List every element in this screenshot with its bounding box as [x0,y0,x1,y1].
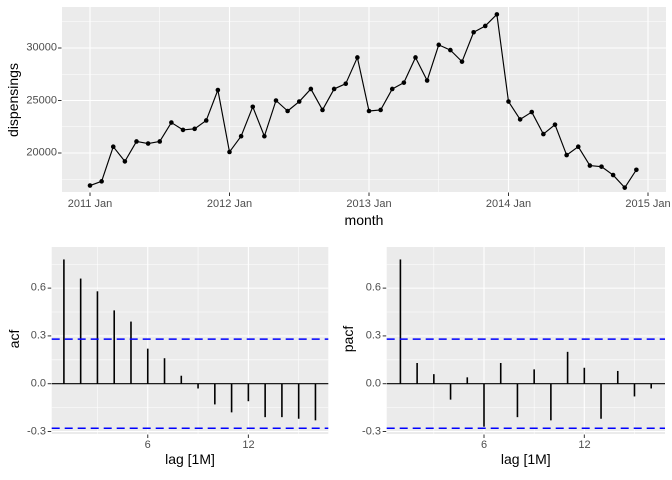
data-point [215,87,221,93]
data-point [343,81,349,86]
panel-background [62,7,666,192]
data-point [378,107,383,113]
data-point [122,159,128,164]
data-point [517,117,523,122]
panel-background [51,247,329,434]
data-point [262,133,267,139]
data-point [203,118,209,123]
acf-plot [47,247,329,438]
timeseries-plot [58,7,666,196]
data-point [552,122,558,127]
data-point [366,108,372,114]
data-point [436,42,442,48]
data-point [424,78,430,83]
data-point [169,120,174,125]
data-point [238,133,244,139]
data-point [157,139,163,144]
data-point [575,144,581,149]
data-point [413,55,418,60]
data-point [401,80,407,85]
data-point [99,179,104,184]
data-point [448,47,453,53]
data-point [622,185,628,190]
data-point [110,144,116,149]
data-point [250,104,256,110]
data-point [634,167,639,173]
data-point [506,99,511,104]
data-point [192,126,197,132]
data-point [296,99,302,104]
pacf-plot [382,247,665,438]
data-point [145,141,151,146]
data-point [564,152,569,158]
data-point [587,163,593,168]
data-point [331,86,337,92]
data-point [482,23,488,29]
data-point [471,29,476,35]
data-point [599,164,604,169]
data-point [541,131,546,137]
data-point [273,98,279,103]
data-point [308,86,314,92]
data-point [459,59,465,64]
data-point [320,107,325,113]
data-point [389,86,395,92]
data-point [529,109,535,115]
data-point [610,172,616,178]
data-point [285,108,290,114]
data-point [87,183,93,188]
data-point [134,139,139,144]
data-point [494,12,500,17]
data-point [227,149,232,155]
data-point [180,127,186,133]
data-point [355,55,360,60]
panel-background [386,247,665,434]
